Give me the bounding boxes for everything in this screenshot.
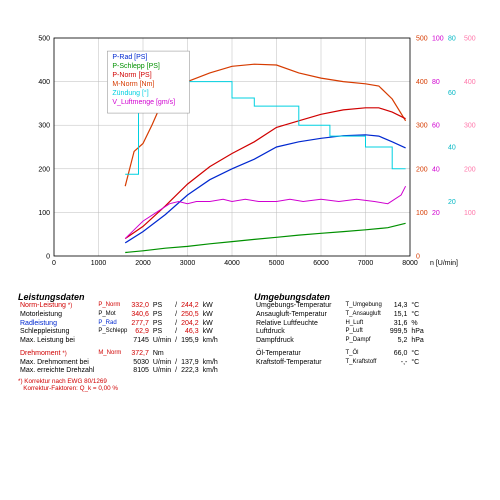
xlabel: n [U/min] (430, 260, 458, 267)
xtick: 1000 (91, 260, 107, 267)
ytick-left: 400 (38, 79, 50, 86)
series-P-Norm (125, 108, 405, 239)
ytick-right: 400 (464, 79, 476, 86)
legend-item: V_Luftmenge [gm/s] (112, 99, 175, 106)
ytick-right: 200 (416, 166, 428, 173)
xtick: 5000 (269, 260, 285, 267)
xtick: 3000 (180, 260, 196, 267)
ytick-right: 80 (432, 79, 440, 86)
env-row: Öl-TemperaturT_Öl66,0°C (254, 350, 426, 359)
ytick-left: 100 (38, 210, 50, 217)
perf-row: Schleppleistung P_Schlepp62,9PS/46,3kW (18, 328, 220, 337)
xtick: 0 (52, 260, 56, 267)
ytick-right: 100 (416, 210, 428, 217)
env-row: Umgebungs-TemperaturT_Umgebung14,3°C (254, 302, 426, 311)
xtick: 6000 (313, 260, 329, 267)
ytick-right: 200 (464, 166, 476, 173)
perf-row: Norm-Leistung *)P_Norm332,0PS/244,2kW (18, 302, 220, 311)
series-P-Rad (125, 135, 405, 243)
ytick-right: 80 (448, 36, 456, 43)
perf-row: Max. Drehmoment bei 5030U/min/137,9km/h (18, 359, 220, 368)
perf-table: Norm-Leistung *)P_Norm332,0PS/244,2kWMot… (18, 302, 220, 376)
perf-row: Max. erreichte Drehzahl 8105U/min/222,3k… (18, 367, 220, 376)
ytick-left: 200 (38, 166, 50, 173)
legend-item: P-Schlepp [PS] (112, 63, 160, 70)
ytick-right: 40 (432, 166, 440, 173)
perf-footnote: *) Korrektur nach EWG 80/1269 Korrektur-… (18, 378, 246, 392)
env-table: Umgebungs-TemperaturT_Umgebung14,3°CAnsa… (254, 302, 426, 367)
ytick-left: 0 (46, 254, 50, 261)
series-P-Schlepp (125, 223, 405, 252)
perf-row: Motorleistung P_Mot340,6PS/250,5kW (18, 311, 220, 320)
env-row: Kraftstoff-TemperaturT_Kraftstoff-,-°C (254, 359, 426, 368)
xtick: 4000 (224, 260, 240, 267)
ytick-right: 40 (448, 145, 456, 152)
env-row: DampfdruckP_Dampf5,2hPa (254, 337, 426, 346)
ytick-right: 60 (448, 90, 456, 97)
legend-item: M-Norm [Nm] (112, 81, 154, 88)
env-row: Ansaugluft-TemperaturT_Ansaugluft15,1°C (254, 311, 426, 320)
perf-header: Leistungsdaten (18, 292, 246, 302)
ytick-right: 20 (432, 210, 440, 217)
xtick: 8000 (402, 260, 418, 267)
legend-item: P-Rad [PS] (112, 54, 147, 61)
perf-row: Radleistung P_Rad277,7PS/204,2kW (18, 320, 220, 329)
ytick-right: 300 (464, 123, 476, 130)
ytick-right: 60 (432, 123, 440, 130)
ytick-right: 500 (416, 36, 428, 43)
ytick-left: 300 (38, 123, 50, 130)
ytick-left: 500 (38, 36, 50, 43)
env-row: Relative LuftfeuchteH_Luft31,6% (254, 320, 426, 329)
xtick: 7000 (358, 260, 374, 267)
ytick-right: 400 (416, 79, 428, 86)
legend-item: Zündung [°] (112, 89, 148, 97)
ytick-right: 20 (448, 199, 456, 206)
perf-row: Drehmoment *)M_Norm372,7Nm (18, 350, 220, 359)
xtick: 2000 (135, 260, 151, 267)
env-row: LuftdruckP_Luft999,5hPa (254, 328, 426, 337)
perf-row: Max. Leistung bei 7145U/min/195,9km/h (18, 337, 220, 346)
env-header: Umgebungsdaten (254, 292, 482, 302)
legend-item: P-Norm [PS] (112, 72, 151, 79)
ytick-right: 100 (432, 36, 444, 43)
ytick-right: 300 (416, 123, 428, 130)
ytick-right: 0 (416, 254, 420, 261)
ytick-right: 500 (464, 36, 476, 43)
ytick-right: 100 (464, 210, 476, 217)
